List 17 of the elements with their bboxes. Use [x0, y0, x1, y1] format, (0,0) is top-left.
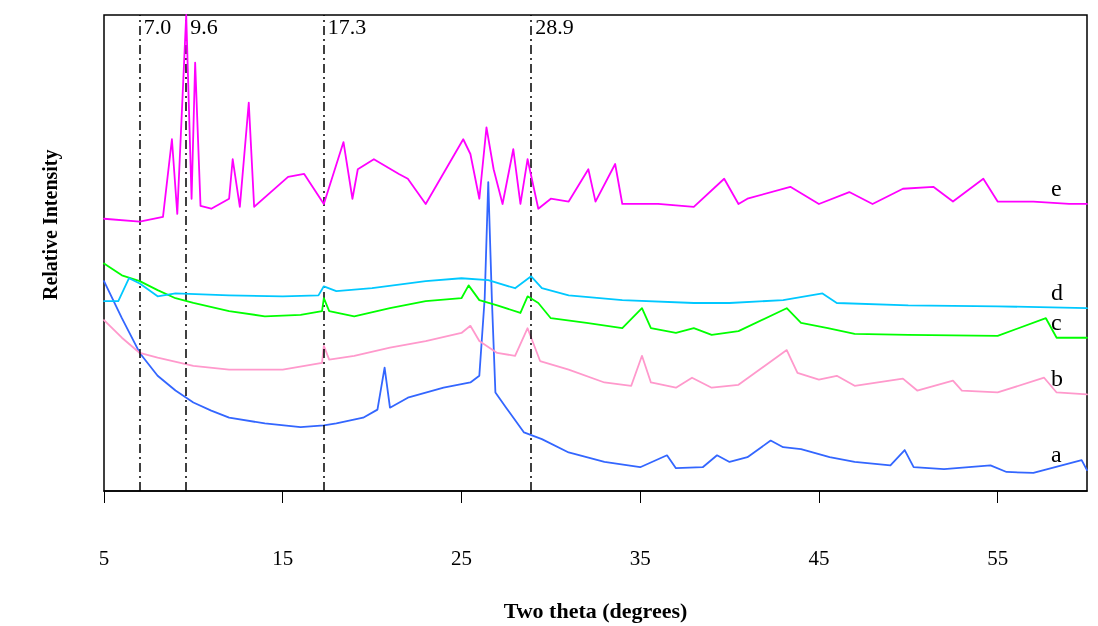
ref-line-label: 9.6	[190, 13, 218, 39]
x-tick-label: 5	[98, 545, 110, 570]
series-label: d	[1051, 279, 1063, 306]
ref-line-label: 28.9	[535, 13, 574, 39]
series-label: a	[1051, 441, 1062, 468]
ref-line-label: 7.0	[143, 13, 172, 39]
series-label: c	[1051, 308, 1062, 335]
ref-line-label: 17.3	[327, 13, 367, 39]
x-tick-label: 15	[272, 545, 294, 570]
series-label: e	[1051, 174, 1062, 201]
x-tick-label: 45	[808, 545, 830, 570]
x-tick-label: 25	[450, 545, 472, 570]
series-label: b	[1051, 365, 1063, 392]
x-axis-title: Two theta (degrees)	[503, 597, 688, 623]
x-tick-label: 35	[629, 545, 651, 570]
y-axis-title: Relative Intensity	[39, 149, 62, 301]
x-tick-label: 55	[987, 545, 1009, 570]
